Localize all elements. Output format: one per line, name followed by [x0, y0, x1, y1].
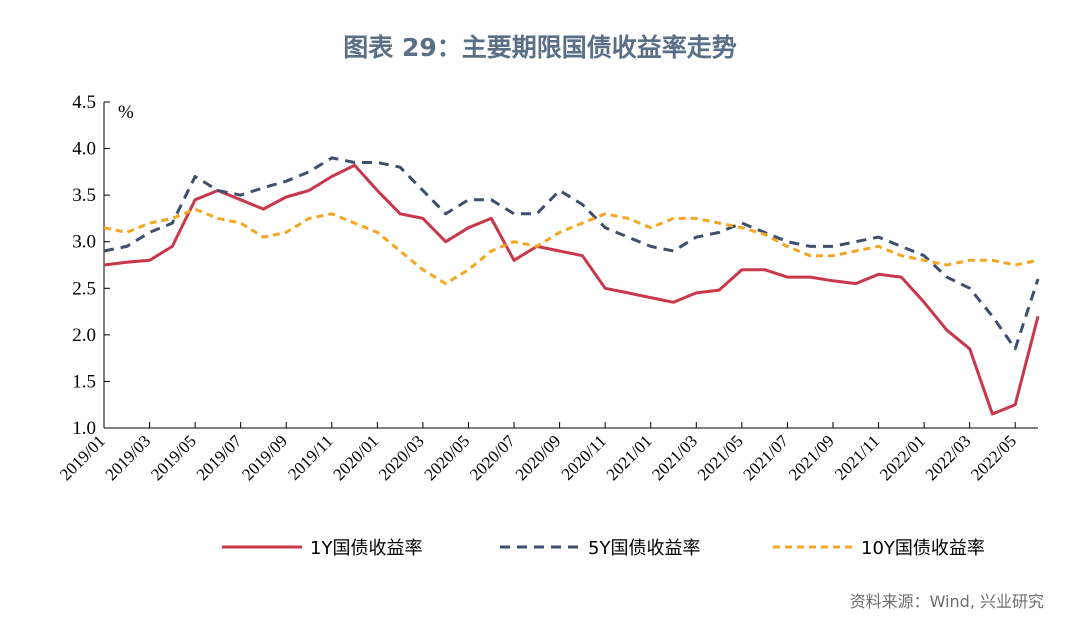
y-tick-label: 3.0 — [72, 232, 96, 253]
x-tick-label: 2019/01 — [56, 431, 109, 484]
x-tick-label: 2019/03 — [102, 431, 155, 484]
y-tick-label: 1.0 — [72, 418, 96, 439]
x-tick-label: 2019/11 — [284, 431, 336, 483]
x-tick-label: 2019/09 — [238, 431, 291, 484]
x-tick-label: 2021/05 — [694, 431, 747, 484]
x-tick-label: 2020/05 — [420, 431, 473, 484]
x-tick-label: 2020/03 — [375, 431, 428, 484]
x-tick-label: 2019/05 — [147, 431, 200, 484]
series-group — [103, 156, 1040, 416]
x-tick-label: 2020/11 — [558, 431, 610, 483]
chart-title: 图表 29：主要期限国债收益率走势 — [343, 33, 737, 62]
x-tick-label: 2022/03 — [922, 431, 975, 484]
source-note: 资料来源：Wind, 兴业研究 — [849, 592, 1044, 611]
axes: 1.01.52.02.53.03.54.04.5 %2019/012019/032… — [56, 92, 1038, 484]
y-axis-unit: % — [118, 102, 134, 123]
x-tick-label: 2022/05 — [967, 431, 1020, 484]
x-tick-label: 2022/01 — [876, 431, 929, 484]
y-tick-label: 4.5 — [72, 92, 96, 113]
y-tick-label: 2.5 — [72, 278, 96, 299]
x-tick-label: 2020/07 — [466, 431, 519, 484]
y-tick-label: 4.0 — [72, 139, 96, 160]
x-tick-label: 2021/01 — [603, 431, 656, 484]
x-tick-label: 2019/07 — [193, 431, 246, 484]
series-1y-legend-label: 1Y国债收益率 — [310, 538, 422, 559]
x-tick-label: 2020/09 — [512, 431, 565, 484]
series-10y-legend-label: 10Y国债收益率 — [861, 538, 985, 559]
series-1y-line — [103, 163, 1040, 416]
x-tick-label: 2021/11 — [831, 431, 883, 483]
y-tick-label: 2.0 — [72, 325, 96, 346]
y-tick-label: 3.5 — [72, 185, 96, 206]
series-5y-legend-label: 5Y国债收益率 — [588, 538, 700, 559]
y-tick-label: 1.5 — [72, 371, 96, 392]
x-tick-label: 2021/03 — [648, 431, 701, 484]
series-5y-line — [103, 156, 1040, 351]
series-10y-line — [103, 207, 1039, 286]
legend: 1Y国债收益率 5Y国债收益率 10Y国债收益率 — [222, 538, 985, 559]
x-tick-label: 2021/09 — [785, 431, 838, 484]
x-tick-label: 2021/07 — [739, 431, 792, 484]
x-tick-label: 2020/01 — [329, 431, 382, 484]
